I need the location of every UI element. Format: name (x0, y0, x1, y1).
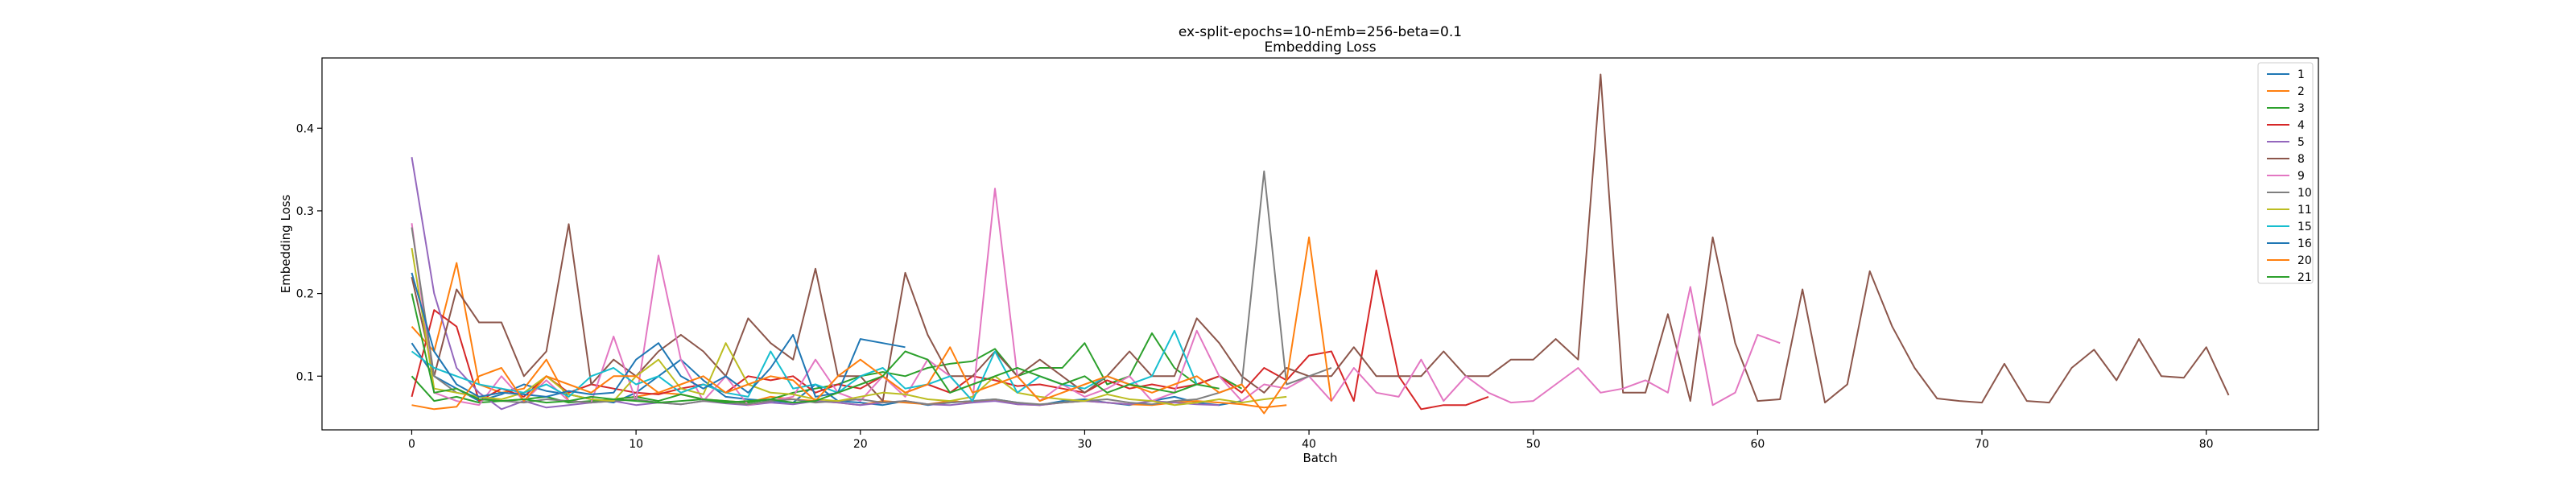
legend-label-3: 3 (2297, 102, 2305, 115)
legend-label-8: 8 (2297, 153, 2305, 166)
x-axis-label: Batch (1302, 451, 1337, 465)
series-line-21 (411, 293, 1220, 404)
plot-area (322, 58, 2318, 430)
x-tick-label: 0 (408, 438, 415, 451)
y-tick-label: 0.1 (296, 370, 314, 383)
legend-label-5: 5 (2297, 136, 2305, 149)
y-tick-label: 0.2 (296, 288, 314, 301)
legend-label-1: 1 (2297, 68, 2305, 81)
x-tick-label: 30 (1078, 438, 1092, 451)
x-tick-label: 10 (629, 438, 643, 451)
series-line-8 (411, 73, 2230, 404)
y-axis-label: Embedding Loss (279, 194, 293, 293)
x-axis: 0 10 20 30 40 50 60 70 80 (408, 430, 2214, 451)
legend-box (2257, 62, 2314, 284)
chart-title: ex-split-epochs=10-nEmb=256-beta=0.1 (1179, 24, 1462, 40)
x-tick-label: 20 (853, 438, 868, 451)
chart-subtitle: Embedding Loss (1264, 39, 1376, 56)
series-line-15 (411, 329, 1198, 402)
plot-frame (321, 57, 2319, 431)
x-tick-label: 80 (2199, 438, 2214, 451)
y-tick-label: 0.4 (296, 122, 314, 135)
legend-label-11: 11 (2297, 204, 2312, 217)
legend-label-15: 15 (2297, 221, 2312, 233)
legend-label-2: 2 (2297, 85, 2305, 98)
series-line-20 (411, 236, 1332, 415)
series-line-16 (411, 272, 906, 398)
x-tick-label: 60 (1750, 438, 1765, 451)
series-layer (411, 73, 2230, 415)
legend-label-20: 20 (2297, 254, 2312, 267)
legend-label-4: 4 (2297, 119, 2305, 132)
y-tick-label: 0.3 (296, 205, 314, 218)
series-line-11 (411, 247, 1287, 407)
series-line-9 (411, 188, 1781, 407)
legend-label-16: 16 (2297, 237, 2312, 250)
x-tick-label: 50 (1526, 438, 1541, 451)
legend-label-10: 10 (2297, 187, 2312, 200)
legend-label-21: 21 (2297, 271, 2312, 284)
y-axis: 0.1 0.2 0.3 0.4 (296, 122, 322, 383)
x-tick-label: 40 (1302, 438, 1316, 451)
x-tick-label: 70 (1975, 438, 1989, 451)
legend: 1 2 3 4 5 8 9 10 11 15 16 20 21 (2257, 62, 2314, 284)
legend-label-9: 9 (2297, 170, 2305, 183)
